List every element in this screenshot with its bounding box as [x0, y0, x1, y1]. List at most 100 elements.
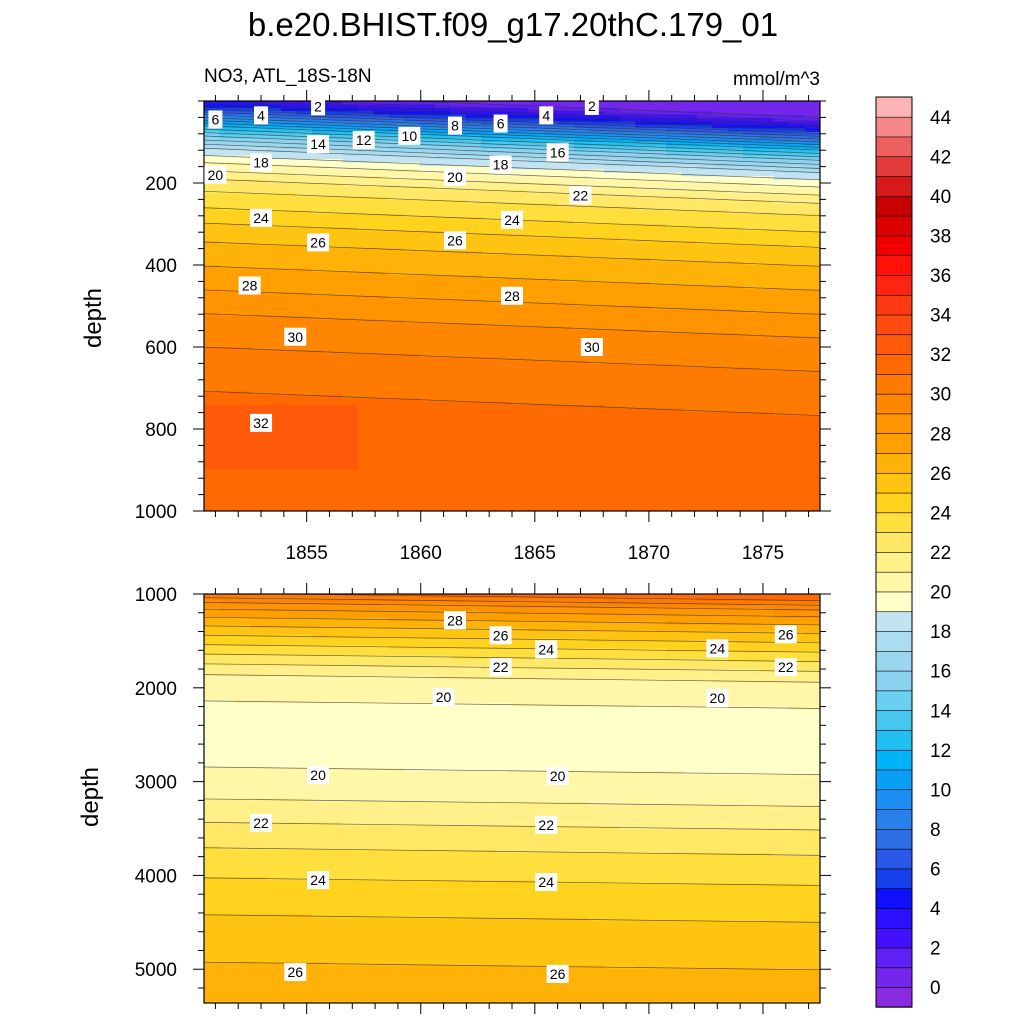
field-cell [712, 251, 729, 256]
field-cell [789, 463, 806, 468]
field-cell [204, 309, 220, 314]
field-cell [388, 179, 405, 184]
field-cell [281, 227, 297, 232]
field-cell [604, 288, 621, 293]
field-cell [635, 159, 652, 164]
field-cell [619, 111, 636, 116]
field-cell [589, 439, 605, 444]
field-cell [234, 118, 251, 123]
field-cell [358, 456, 374, 461]
field-cell [604, 282, 621, 287]
field-cell [619, 128, 636, 133]
field-cell [250, 138, 267, 143]
field-cell [204, 237, 220, 242]
field-cell [666, 172, 682, 177]
field-cell [804, 118, 820, 123]
field-cell [512, 309, 528, 314]
field-cell [281, 111, 297, 116]
field-cell [558, 268, 575, 273]
field-cell [496, 425, 513, 430]
field-cell [573, 179, 590, 184]
field-cell [512, 200, 528, 205]
field-cell [296, 388, 313, 393]
field-cell [234, 439, 251, 444]
field-cell [481, 483, 498, 488]
field-cell [265, 463, 282, 468]
field-cell [219, 333, 236, 338]
field-cell [311, 162, 328, 167]
field-cell [358, 210, 374, 215]
field-cell [589, 295, 605, 300]
field-cell [265, 124, 282, 129]
field-cell [573, 241, 590, 246]
field-cell [419, 449, 436, 454]
field-cell [435, 265, 451, 270]
field-cell [573, 442, 590, 447]
field-cell [743, 439, 759, 444]
field-cell [219, 374, 236, 379]
field-cell [419, 176, 436, 181]
field-cell [327, 111, 344, 116]
field-cell [465, 196, 482, 201]
field-cell [311, 398, 328, 403]
field-cell [650, 439, 667, 444]
field-cell [219, 398, 236, 403]
field-cell [650, 121, 667, 126]
field-cell [265, 254, 282, 259]
field-cell [373, 323, 390, 328]
field-cell [804, 241, 820, 246]
field-cell [496, 179, 513, 184]
field-cell [773, 374, 790, 379]
field-cell [589, 470, 605, 475]
field-cell [758, 244, 775, 249]
field-cell [681, 388, 698, 393]
contour-label: 18 [489, 155, 512, 174]
field-cell [635, 312, 652, 317]
field-cell [542, 189, 559, 194]
field-cell [265, 500, 282, 505]
field-cell [465, 176, 482, 181]
field-cell [358, 306, 374, 311]
field-cell [419, 439, 436, 444]
field-cell [234, 302, 251, 307]
field-cell [265, 340, 282, 345]
field-cell [296, 442, 313, 447]
field-cell [373, 186, 390, 191]
field-cell [619, 247, 636, 252]
field-cell [358, 244, 374, 249]
field-cell [465, 165, 482, 170]
field-cell [234, 138, 251, 143]
field-cell [373, 470, 390, 475]
field-cell [527, 220, 544, 225]
field-cell [789, 179, 806, 184]
field-cell [296, 350, 313, 355]
field-cell [804, 353, 820, 358]
field-cell [419, 179, 436, 184]
field-cell [388, 446, 405, 451]
field-cell [481, 408, 498, 413]
field-cell [758, 411, 775, 416]
field-cell [435, 497, 451, 502]
field-cell [311, 172, 328, 177]
field-cell [681, 101, 698, 106]
field-cell [512, 138, 528, 143]
field-cell [619, 148, 636, 153]
field-cell [265, 131, 282, 136]
field-cell [404, 432, 421, 437]
field-cell [327, 442, 344, 447]
field-cell [327, 142, 344, 147]
field-cell [219, 176, 236, 181]
field-cell [450, 343, 467, 348]
field-cell [666, 439, 682, 444]
field-cell [481, 381, 498, 386]
field-cell [250, 200, 267, 205]
field-cell [743, 401, 759, 406]
field-cell [804, 401, 820, 406]
field-cell [342, 425, 359, 430]
field-cell [311, 224, 328, 229]
field-cell [527, 408, 544, 413]
field-cell [804, 282, 820, 287]
field-cell [419, 306, 436, 311]
field-cell [804, 265, 820, 270]
field-cell [204, 480, 220, 485]
